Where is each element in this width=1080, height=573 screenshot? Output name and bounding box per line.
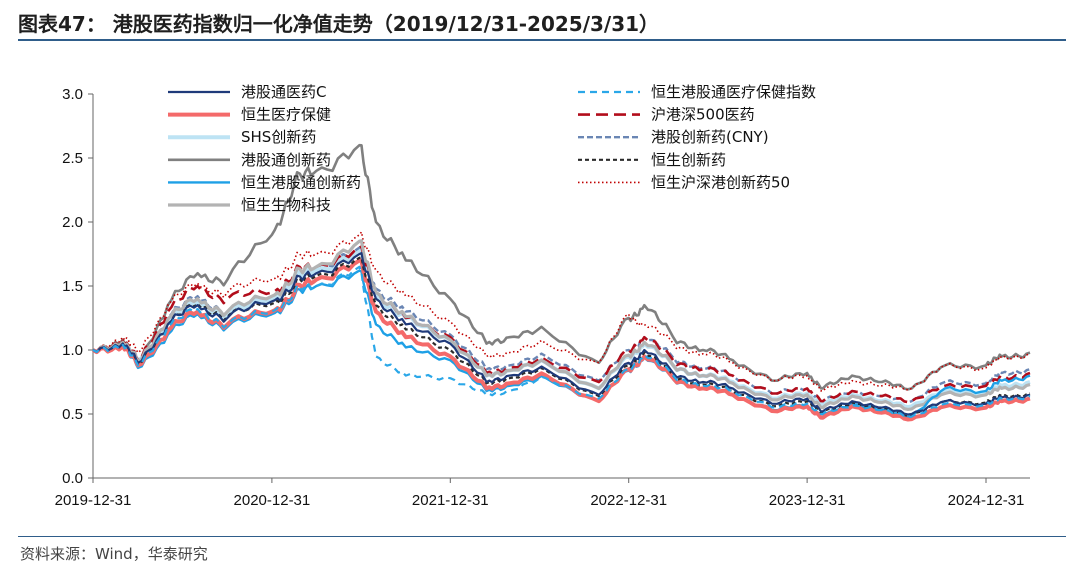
y-tick-label: 1.5 — [62, 278, 83, 295]
legend-label: 恒生港股通医疗保健指数 — [651, 83, 816, 101]
figure-title: 图表47： 港股医药指数归一化净值走势（2019/12/31-2025/3/31… — [18, 12, 660, 36]
y-tick-label: 0.5 — [62, 406, 83, 423]
legend-label: 港股通创新药 — [241, 151, 331, 169]
series-line — [92, 265, 1031, 419]
legend-label: 恒生港股通创新药 — [241, 173, 361, 191]
legend-label: SHS创新药 — [241, 128, 316, 146]
y-tick-label: 2.5 — [62, 150, 83, 167]
series-line — [92, 245, 1031, 404]
legend-label: 恒生生物科技 — [241, 196, 331, 214]
series-line — [92, 143, 1031, 391]
y-tick-label: 1.0 — [62, 342, 83, 359]
legend-label: 港股通医药C — [241, 83, 326, 101]
series-line — [92, 231, 1031, 392]
x-tick-label: 2022-12-31 — [590, 492, 667, 509]
x-tick-label: 2020-12-31 — [234, 492, 311, 509]
title-rule — [18, 39, 1066, 41]
x-tick-label: 2023-12-31 — [769, 492, 846, 509]
series-line — [92, 252, 1031, 416]
y-tick-label: 0.0 — [62, 470, 83, 487]
y-tick-label: 3.0 — [62, 86, 83, 103]
y-tick-label: 2.0 — [62, 214, 83, 231]
legend-label: 港股创新药(CNY) — [651, 128, 769, 146]
x-tick-label: 2024-12-31 — [948, 492, 1025, 509]
legend-label: 恒生沪深港创新药50 — [651, 173, 790, 191]
source-note: 资料来源：Wind，华泰研究 — [20, 545, 208, 563]
series-line — [92, 239, 1031, 411]
legend-label: 恒生医疗保健 — [241, 106, 331, 124]
source-rule — [18, 536, 1066, 537]
legend-label: 沪港深500医药 — [651, 106, 755, 124]
x-tick-label: 2021-12-31 — [412, 492, 489, 509]
legend-label: 恒生创新药 — [651, 151, 726, 169]
series-line — [92, 256, 1031, 417]
x-tick-label: 2019-12-31 — [55, 492, 132, 509]
